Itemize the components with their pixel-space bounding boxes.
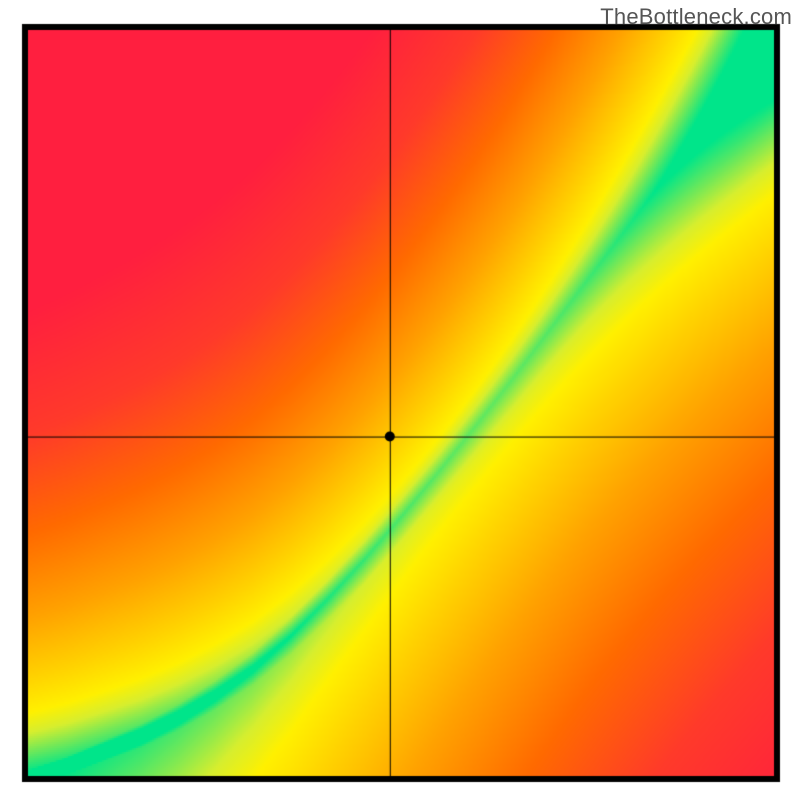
chart-container: TheBottleneck.com — [0, 0, 800, 800]
watermark-label: TheBottleneck.com — [600, 4, 792, 30]
heatmap-canvas — [0, 0, 800, 800]
